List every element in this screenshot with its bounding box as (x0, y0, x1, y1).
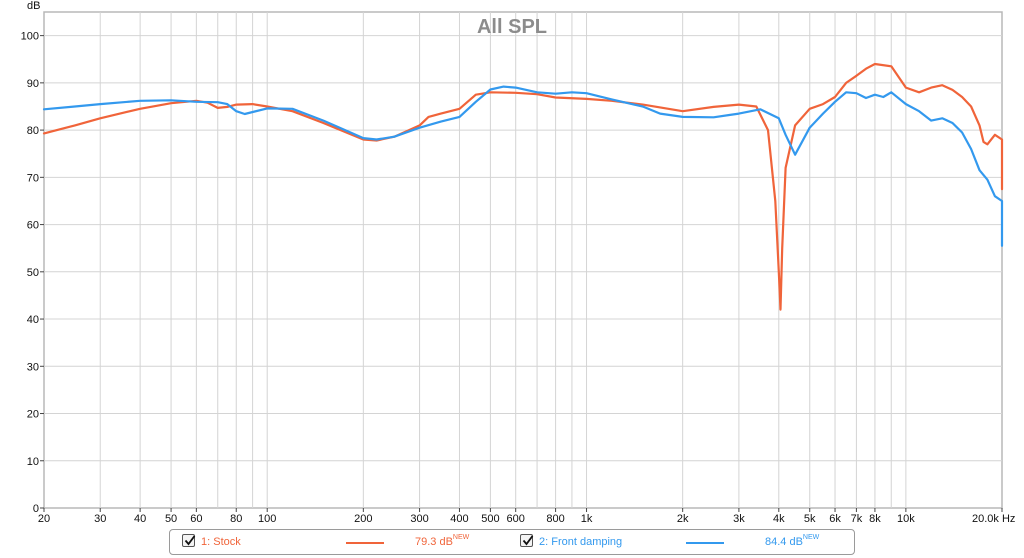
x-tick-label: 800 (546, 513, 564, 525)
legend-value-stock: 79.3 dBNEW (415, 534, 470, 548)
y-tick-label: 10 (27, 456, 39, 468)
x-tick-label: 5k (804, 513, 816, 525)
y-tick-label: 60 (27, 220, 39, 232)
legend-swatch-stock (346, 542, 384, 544)
legend-value-front-damping: 84.4 dBNEW (765, 534, 820, 548)
y-tick-label: 70 (27, 172, 39, 184)
y-axis-unit: dB (27, 0, 40, 12)
checkmark-icon (522, 535, 534, 546)
front-damping-checkbox[interactable] (520, 534, 534, 547)
y-tick-label: 40 (27, 314, 39, 326)
grid-lines (44, 12, 1002, 508)
x-tick-label: 400 (450, 513, 468, 525)
x-tick-label: 40 (134, 513, 146, 525)
series-line-2 (42, 85, 1004, 247)
y-tick-label: 20 (27, 409, 39, 421)
x-tick-label: 100 (258, 513, 276, 525)
x-tick-label: 8k (869, 513, 881, 525)
x-tick-label: 200 (354, 513, 372, 525)
x-tick-label: 6k (829, 513, 841, 525)
axis-ticks: 0 10 20 30 40 50 60 70 80 90 100 20 30 40 50 60 80 100 200… (21, 31, 1016, 525)
legend-item-stock[interactable]: 1: Stock 79.3 dBNEW (170, 530, 510, 554)
legend-label-front-damping: 2: Front damping (539, 536, 623, 548)
legend-item-front-damping[interactable]: 2: Front damping 84.4 dBNEW (508, 530, 854, 554)
y-tick-label: 80 (27, 125, 39, 137)
x-tick-label: 1k (581, 513, 593, 525)
x-tick-label: 50 (165, 513, 177, 525)
y-tick-label: 90 (27, 78, 39, 90)
series-line-1 (42, 62, 1004, 311)
plot-background (43, 11, 1003, 509)
stock-checkbox[interactable] (182, 534, 196, 547)
x-tick-label: 300 (410, 513, 428, 525)
x-tick-label: 2k (677, 513, 689, 525)
x-tick-label: 4k (773, 513, 785, 525)
new-badge: NEW (452, 534, 470, 541)
series-lines (42, 62, 1004, 311)
chart-title: All SPL (477, 16, 547, 38)
x-tick-label: 3k (733, 513, 745, 525)
x-tick-label: 20 (38, 513, 50, 525)
y-tick-label: 0 (33, 503, 39, 515)
x-tick-label: 10k (897, 513, 915, 525)
x-tick-label: 500 (481, 513, 499, 525)
checkmark-icon (184, 535, 196, 546)
x-tick-label: 60 (190, 513, 202, 525)
x-tick-label: 20.0k Hz (972, 513, 1015, 525)
x-tick-label: 30 (94, 513, 106, 525)
legend: 1: Stock 79.3 dBNEW 2: Front damping 84.… (169, 529, 855, 555)
y-tick-label: 50 (27, 267, 39, 279)
x-tick-label: 80 (230, 513, 242, 525)
legend-label-stock: 1: Stock (201, 536, 241, 548)
x-tick-label: 600 (507, 513, 525, 525)
legend-swatch-front-damping (686, 542, 724, 544)
y-tick-label: 100 (21, 31, 39, 43)
x-tick-label: 7k (851, 513, 863, 525)
new-badge: NEW (802, 534, 820, 541)
y-tick-label: 30 (27, 361, 39, 373)
